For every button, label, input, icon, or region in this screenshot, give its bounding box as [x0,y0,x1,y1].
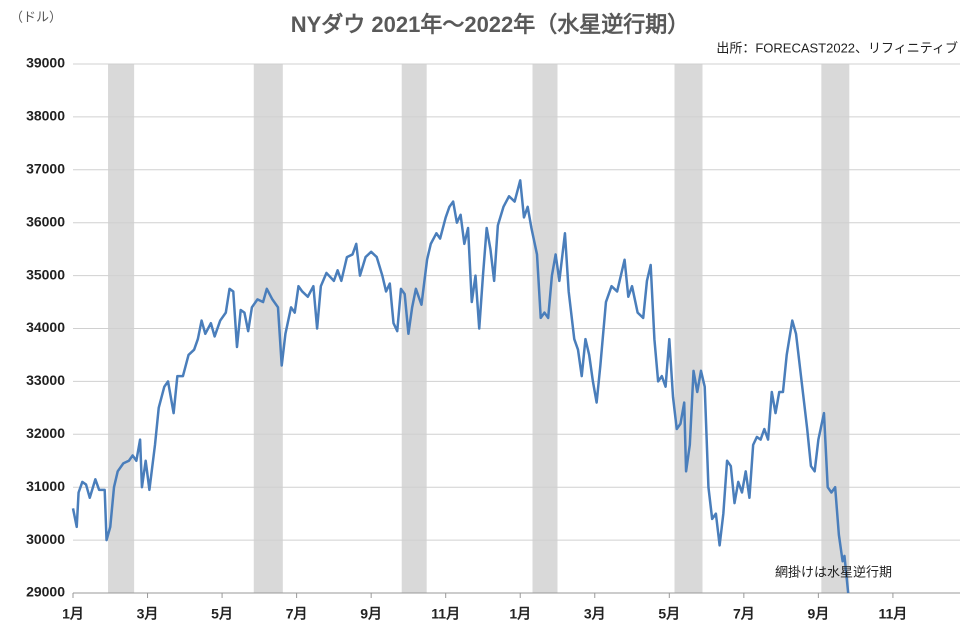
y-tick-label: 32000 [26,425,65,441]
y-tick-label: 30000 [26,531,65,547]
x-tick-label: 11月 [879,606,908,622]
x-tick-label: 3月 [137,606,159,622]
chart-title: NYダウ 2021年～2022年（水星逆行期） [291,12,690,37]
y-tick-label: 31000 [26,478,65,494]
x-tick-label: 7月 [286,606,308,622]
x-tick-label: 7月 [733,606,755,622]
y-tick-label: 38000 [26,108,65,124]
x-tick-label: 5月 [658,606,680,622]
y-tick-label: 39000 [26,55,65,71]
line [71,179,850,594]
y-tick-label: 37000 [26,161,65,177]
x-tick-label: 11月 [431,606,460,622]
annotation: 網掛けは水星逆行期 [775,564,892,579]
y-tick-label: 29000 [26,584,65,600]
x-tick-label: 1月 [62,606,84,622]
y-unit: （ドル） [10,9,62,24]
x-tick-label: 5月 [211,606,233,622]
y-tick-label: 35000 [26,266,65,282]
y-tick-label: 34000 [26,319,65,335]
x-tick-label: 1月 [509,606,531,622]
y-tick-label: 33000 [26,372,65,388]
y-tick-label: 36000 [26,213,65,229]
source: 出所：FORECAST2022、リフィニティブ [716,40,958,55]
x-tick-label: 3月 [584,606,606,622]
x-tick-label: 9月 [807,606,829,622]
x-tick-label: 9月 [360,606,382,622]
